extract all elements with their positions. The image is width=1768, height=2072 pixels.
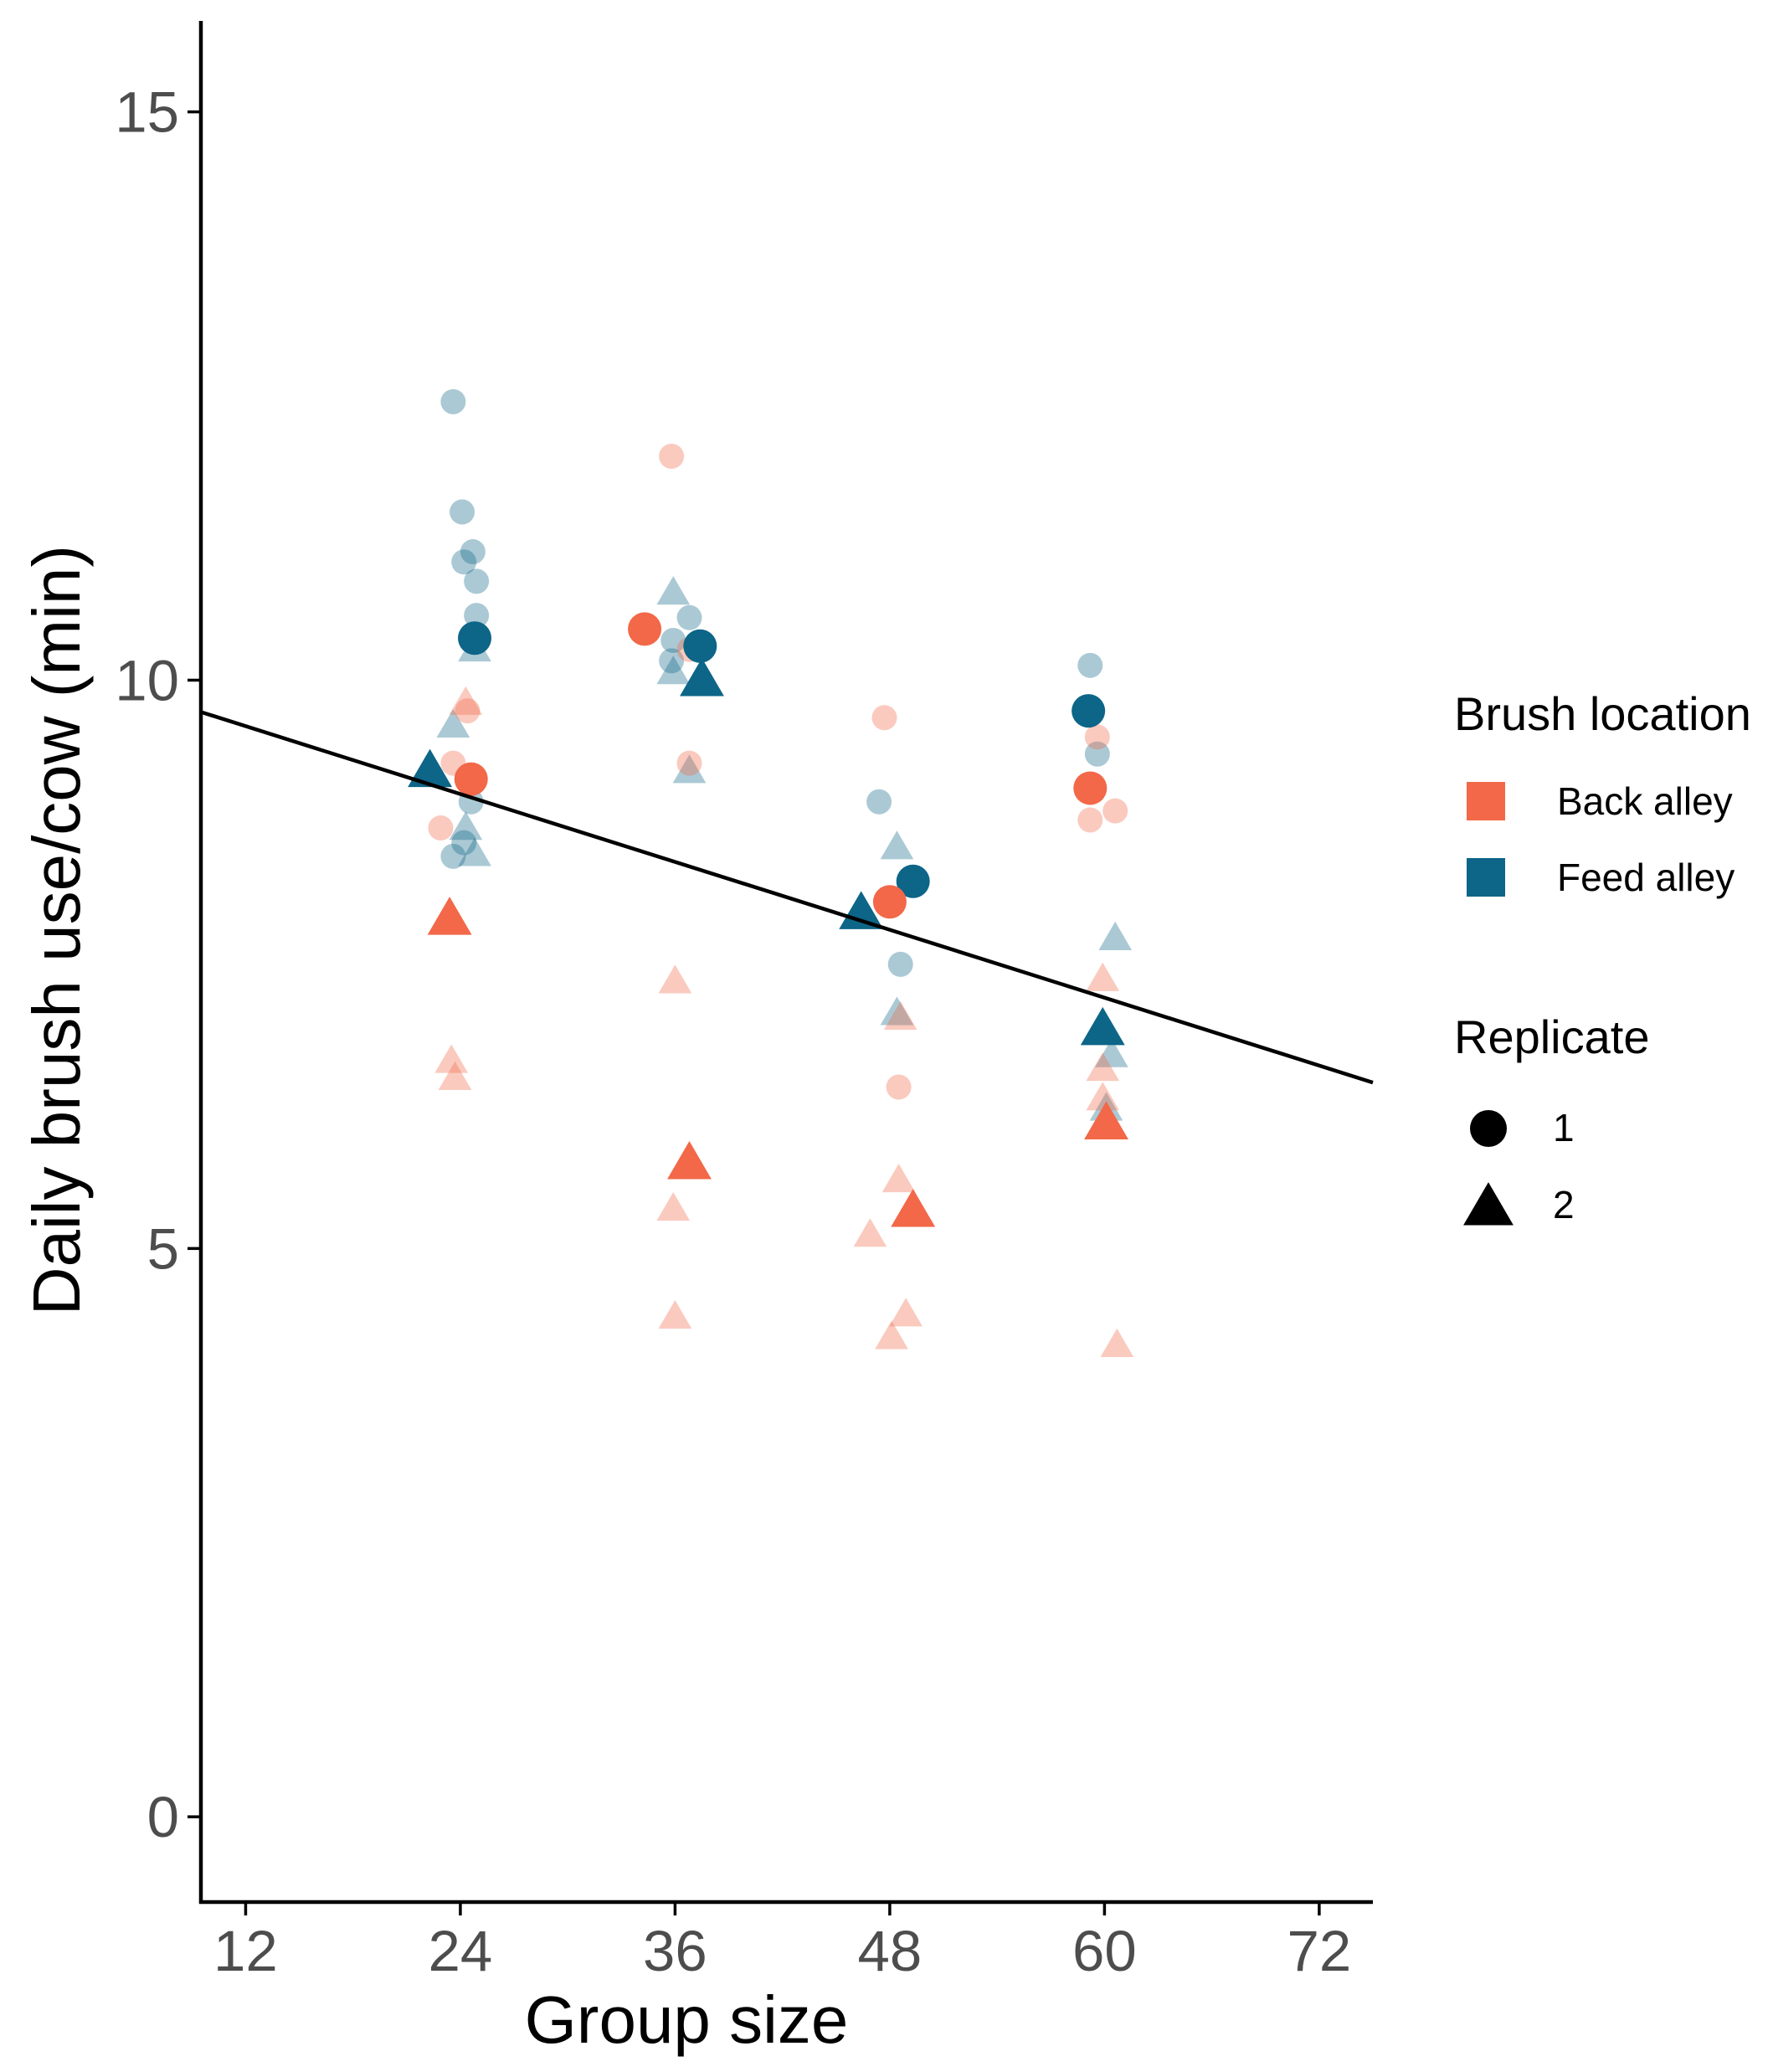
- point-back-alley-rep1-individual-9: [1102, 798, 1128, 824]
- point-feed-alley-rep1-individual-2: [451, 549, 477, 575]
- point-back-alley-rep1-individual-0: [659, 444, 685, 470]
- point-feed-alley-rep1-individual-4: [464, 568, 490, 594]
- legend: Brush location Back alley Feed alley Rep…: [1454, 687, 1751, 1226]
- point-feed-alley-rep2-individual-7: [880, 830, 914, 860]
- point-back-alley-rep2-individual-12: [1086, 1051, 1120, 1082]
- point-back-alley-rep2-individual-9: [875, 1320, 908, 1350]
- point-feed-alley-rep2-mean-2: [839, 891, 884, 929]
- point-back-alley-rep2-mean-3: [1084, 1101, 1128, 1140]
- legend-key-replicate-2: [1463, 1182, 1514, 1226]
- point-feed-alley-rep2-individual-1: [656, 576, 691, 605]
- point-feed-alley-rep2-individual-6: [458, 837, 491, 866]
- point-back-alley-rep1-mean-2: [872, 885, 907, 919]
- legend-title-replicate: Replicate: [1454, 1010, 1649, 1063]
- point-back-alley-rep1-individual-10: [1077, 807, 1103, 833]
- point-back-alley-rep1-individual-5: [428, 815, 454, 841]
- x-tick-label-24: 24: [429, 1919, 493, 1983]
- x-tick-label-48: 48: [858, 1919, 923, 1983]
- x-tick-label-12: 12: [213, 1919, 278, 1983]
- point-feed-alley-rep1-individual-11: [451, 830, 477, 856]
- point-back-alley-rep1-individual-8: [1084, 724, 1110, 750]
- point-feed-alley-rep1-individual-7: [659, 648, 685, 674]
- point-back-alley-rep1-mean-0: [454, 762, 488, 796]
- point-feed-alley-rep2-mean-3: [1080, 1006, 1125, 1046]
- point-feed-alley-rep1-mean-1: [683, 629, 717, 663]
- x-tick-label-36: 36: [643, 1919, 707, 1983]
- ticks: 12 24 36 48 60 72 0 5 10 15: [115, 80, 1351, 1983]
- point-feed-alley-rep1-individual-14: [1077, 652, 1103, 678]
- point-back-alley-rep2-mean-0: [427, 897, 472, 935]
- point-back-alley-rep2-individual-2: [656, 1191, 691, 1221]
- point-feed-alley-rep2-individual-3: [672, 754, 707, 784]
- x-tick-label-72: 72: [1287, 1919, 1352, 1983]
- point-feed-alley-rep1-mean-3: [896, 864, 930, 898]
- point-back-alley-rep2-individual-13: [1086, 1082, 1120, 1111]
- point-back-alley-rep1-individual-1: [676, 750, 702, 776]
- legend-label-replicate-2: 2: [1553, 1183, 1575, 1226]
- point-back-alley-rep2-individual-4: [438, 1061, 472, 1090]
- point-back-alley-rep2-individual-8: [853, 1218, 887, 1247]
- point-back-alley-rep1-individual-7: [886, 1074, 912, 1100]
- point-feed-alley-rep2-mean-0: [408, 748, 453, 788]
- point-back-alley-rep2-individual-14: [1100, 1328, 1134, 1358]
- point-back-alley-rep2-individual-5: [434, 1044, 469, 1073]
- point-back-alley-rep2-individual-0: [449, 686, 483, 715]
- y-tick-label-0: 0: [147, 1785, 179, 1849]
- point-back-alley-rep1-individual-6: [871, 705, 897, 731]
- point-back-alley-rep2-individual-11: [1086, 962, 1120, 991]
- point-back-alley-rep2-individual-10: [889, 1298, 923, 1327]
- y-tick-label-10: 10: [115, 648, 179, 712]
- x-tick-label-60: 60: [1072, 1919, 1137, 1983]
- point-feed-alley-rep2-individual-2: [656, 656, 691, 685]
- legend-key-replicate-1: [1470, 1110, 1507, 1147]
- point-feed-alley-rep2-individual-5: [449, 811, 483, 841]
- point-feed-alley-rep2-individual-8: [880, 996, 914, 1026]
- point-feed-alley-rep2-individual-10: [1095, 1038, 1128, 1067]
- legend-title-brush-location: Brush location: [1454, 687, 1751, 740]
- axes: [198, 21, 1373, 1905]
- point-feed-alley-rep2-mean-1: [680, 658, 724, 697]
- point-feed-alley-rep1-individual-8: [676, 604, 702, 630]
- point-feed-alley-rep1-mean-0: [458, 621, 492, 656]
- y-axis-title: Daily brush use/cow (min): [19, 545, 94, 1315]
- point-feed-alley-rep1-individual-5: [464, 603, 490, 629]
- point-feed-alley-rep1-individual-0: [440, 388, 466, 414]
- point-feed-alley-rep1-individual-12: [866, 789, 892, 815]
- point-feed-alley-rep1-individual-10: [440, 843, 466, 869]
- legend-label-back-alley: Back alley: [1557, 779, 1733, 823]
- point-back-alley-rep2-individual-6: [883, 1000, 917, 1030]
- point-back-alley-rep2-individual-1: [658, 964, 692, 994]
- point-feed-alley-rep2-individual-4: [436, 708, 470, 738]
- data-points: [408, 388, 1134, 1358]
- x-axis-title: Group size: [525, 1982, 849, 2057]
- point-back-alley-rep2-mean-2: [891, 1189, 936, 1227]
- legend-label-replicate-1: 1: [1553, 1106, 1575, 1149]
- legend-label-feed-alley: Feed alley: [1557, 856, 1735, 899]
- point-feed-alley-rep1-individual-3: [460, 539, 486, 565]
- point-back-alley-rep1-mean-1: [628, 612, 662, 646]
- regression-line: [200, 710, 1374, 1085]
- legend-key-back-alley: [1467, 782, 1505, 820]
- point-back-alley-rep1-individual-3: [455, 698, 481, 724]
- point-feed-alley-rep1-individual-15: [1084, 741, 1110, 767]
- legend-key-feed-alley: [1467, 858, 1505, 897]
- point-feed-alley-rep1-mean-2: [1072, 694, 1106, 728]
- point-feed-alley-rep1-individual-1: [450, 499, 475, 525]
- y-tick-label-15: 15: [115, 80, 179, 145]
- point-feed-alley-rep1-individual-6: [660, 627, 686, 653]
- point-feed-alley-rep1-individual-13: [887, 951, 913, 977]
- point-back-alley-rep2-individual-7: [881, 1164, 916, 1193]
- point-back-alley-rep2-individual-3: [658, 1299, 692, 1329]
- y-tick-label-5: 5: [147, 1216, 179, 1281]
- point-back-alley-rep2-mean-1: [667, 1141, 712, 1180]
- point-back-alley-rep1-mean-3: [1073, 771, 1108, 805]
- point-feed-alley-rep2-individual-9: [1098, 921, 1133, 950]
